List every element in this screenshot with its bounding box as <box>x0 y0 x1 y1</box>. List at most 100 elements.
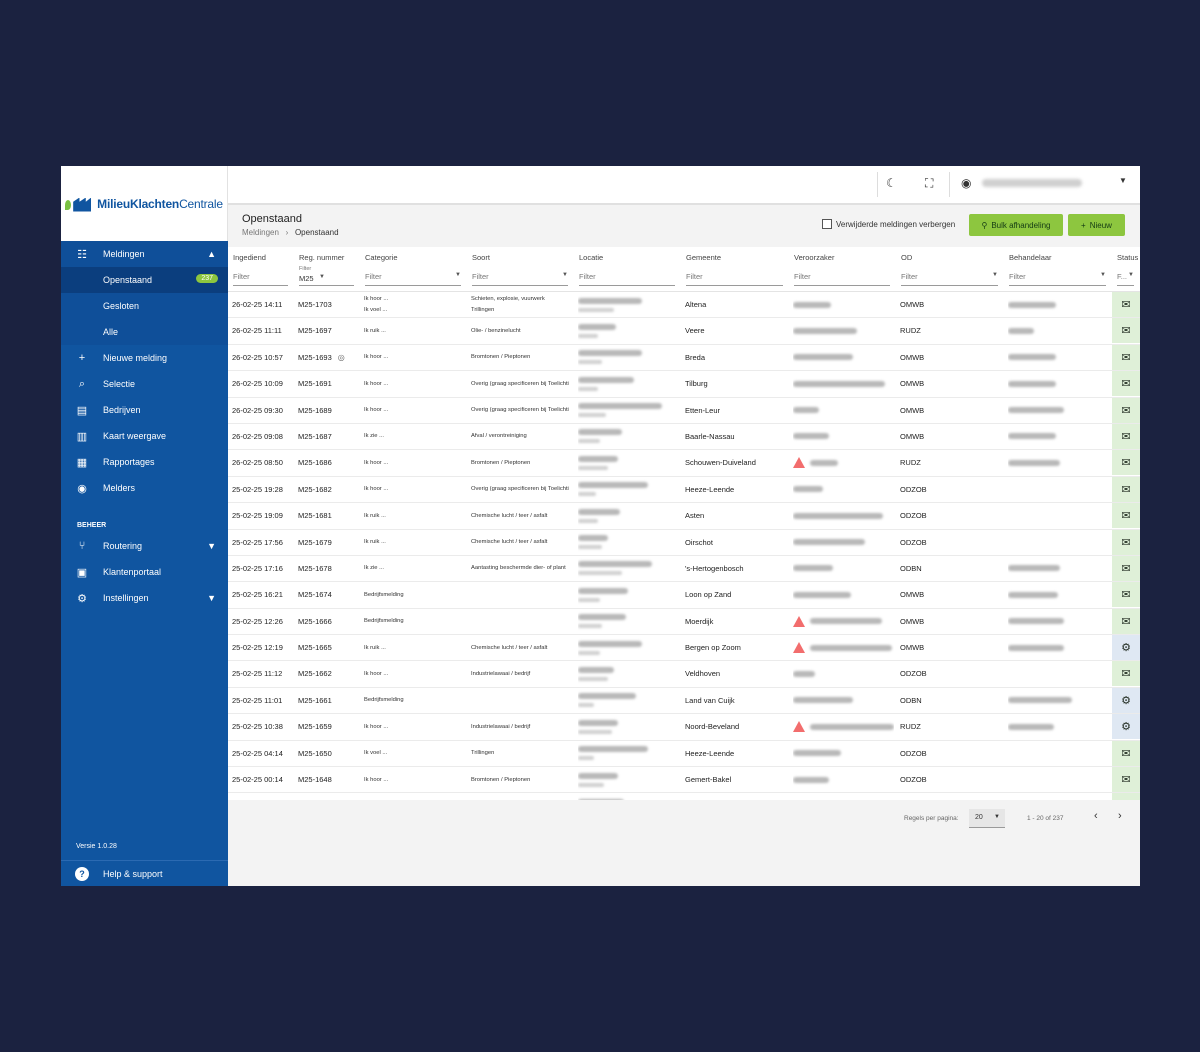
bulk-afhandeling-button[interactable]: ⚲ Bulk afhandeling <box>969 214 1063 236</box>
filter-placeholder[interactable]: Filter <box>901 272 918 281</box>
table-row[interactable]: 26-02-25 09:08 M25-1687 Ik zie ... Afval / … <box>228 423 1140 451</box>
column-header-categorie[interactable]: Categorie Filter ▼ <box>360 247 467 291</box>
column-label[interactable]: Categorie <box>365 253 398 262</box>
filter-placeholder[interactable]: F... <box>1117 272 1128 281</box>
mail-check-icon[interactable]: ✉ <box>1112 371 1140 397</box>
table-row[interactable]: 25-02-25 12:19 M25-1665 Ik ruik ... Chemisc… <box>228 635 1140 662</box>
sidebar-sub-openstaand[interactable]: Openstaand 237 <box>61 267 228 293</box>
mail-check-icon[interactable]: ✉ <box>1112 292 1140 317</box>
dark-mode-icon[interactable]: ☾ <box>886 176 897 190</box>
column-header-veroorzaker[interactable]: Veroorzaker Filter <box>789 247 896 291</box>
column-label[interactable]: Gemeente <box>686 253 722 262</box>
table-row[interactable]: 26-02-25 11:11 M25-1697 Ik ruik ... Olie- /… <box>228 318 1140 345</box>
column-label[interactable]: OD <box>901 253 913 262</box>
sidebar-item-routering[interactable]: ⑂ Routering ▼ <box>61 533 228 559</box>
column-label[interactable]: Behandelaar <box>1009 253 1052 262</box>
filter-placeholder[interactable]: Filter <box>1009 272 1026 281</box>
mail-check-icon[interactable]: ✉ <box>1112 767 1140 793</box>
chevron-up-icon[interactable]: ▲ <box>207 249 216 259</box>
sidebar-sub-alle[interactable]: Alle <box>61 319 228 345</box>
chevron-down-icon[interactable]: ▼ <box>455 272 461 278</box>
table-row[interactable]: 26-02-25 14:11 M25-1703 Ik hoor ... Ik voel… <box>228 292 1140 319</box>
column-filter-behandelaar[interactable]: Filter ▼ <box>1009 269 1106 286</box>
breadcrumb-item[interactable]: Meldingen <box>242 228 279 237</box>
checkbox[interactable] <box>822 219 832 229</box>
eye-icon[interactable]: ◎ <box>337 352 345 362</box>
column-label[interactable]: Reg. nummer <box>299 253 345 262</box>
table-row[interactable]: 25-02-25 17:56 M25-1679 Ik ruik ... Chemisc… <box>228 529 1140 556</box>
column-label[interactable]: Locatie <box>579 253 604 262</box>
open-mail-icon[interactable]: ✉ <box>1112 608 1140 634</box>
table-row[interactable]: 25-02-25 11:12 M25-1662 Ik hoor ... Industr… <box>228 661 1140 688</box>
column-filter-od[interactable]: Filter ▼ <box>901 269 998 286</box>
column-header-gemeente[interactable]: Gemeente Filter <box>681 247 789 291</box>
column-header-soort[interactable]: Soort Filter ▼ <box>467 247 574 291</box>
table-row[interactable]: 26-02-25 10:57 M25-1693 ◎ Ik hoor ... Bromto… <box>228 344 1140 372</box>
table-row[interactable]: 25-02-25 19:28 M25-1682 Ik hoor ... Overig … <box>228 476 1140 504</box>
chevron-down-icon[interactable]: ▼ <box>319 274 325 280</box>
column-header-ingediend[interactable]: Ingediend Filter <box>228 247 294 291</box>
column-filter-veroorzaker[interactable]: Filter <box>794 269 890 286</box>
table-row[interactable]: 26-02-25 08:50 M25-1686 Ik hoor ... Bromton… <box>228 450 1140 477</box>
chevron-down-icon[interactable]: ▼ <box>1119 176 1127 185</box>
filter-placeholder[interactable]: Filter <box>579 272 596 281</box>
mail-check-icon[interactable]: ✉ <box>1112 318 1140 344</box>
column-header-status[interactable]: Status F... ▼ <box>1112 247 1140 291</box>
sidebar-item-nieuwe-melding[interactable]: + Nieuwe melding <box>61 345 228 371</box>
column-label[interactable]: Status <box>1117 253 1139 262</box>
table-row[interactable]: 25-02-25 10:38 M25-1659 Ik hoor ... Industr… <box>228 714 1140 741</box>
column-filter-gemeente[interactable]: Filter <box>686 269 783 286</box>
gear-icon[interactable]: ⚙ <box>1112 687 1140 713</box>
sidebar-item-instellingen[interactable]: ⚙ Instellingen ▼ <box>61 585 228 611</box>
account-icon[interactable]: ◉ <box>961 176 972 190</box>
mail-check-icon[interactable]: ✉ <box>1112 661 1140 687</box>
next-page-icon[interactable]: › <box>1118 810 1122 822</box>
chevron-down-icon[interactable]: ▼ <box>1128 272 1134 278</box>
column-filter-ingediend[interactable]: Filter <box>233 269 288 286</box>
mail-check-icon[interactable]: ✉ <box>1112 555 1140 581</box>
column-header-reg-nummer[interactable]: Reg. nummer Filter M25 ▼ <box>294 247 360 291</box>
mail-check-icon[interactable]: ✉ <box>1112 450 1140 476</box>
rows-per-page-select[interactable]: 20 ▼ <box>969 809 1005 828</box>
sidebar-item-kaart-weergave[interactable]: ▥ Kaart weergave <box>61 423 228 449</box>
column-label[interactable]: Ingediend <box>233 253 266 262</box>
mail-check-icon[interactable]: ✉ <box>1112 397 1140 423</box>
filter-placeholder[interactable]: Filter <box>686 272 703 281</box>
gear-icon[interactable]: ⚙ <box>1112 635 1140 661</box>
column-header-behandelaar[interactable]: Behandelaar Filter ▼ <box>1004 247 1112 291</box>
table-row[interactable]: 26-02-25 10:09 M25-1691 Ik hoor ... Overig … <box>228 371 1140 398</box>
fullscreen-icon[interactable]: ⛶ <box>925 176 934 190</box>
column-filter-status[interactable]: F... ▼ <box>1117 269 1134 286</box>
mail-check-icon[interactable]: ✉ <box>1112 582 1140 608</box>
prev-page-icon[interactable]: ‹ <box>1094 810 1098 822</box>
table-row[interactable]: 25-02-25 12:26 M25-1666 Bedrijfsmelding Moe… <box>228 608 1140 636</box>
sidebar-item-selectie[interactable]: ⌕ Selectie <box>61 371 228 397</box>
table-row[interactable]: 25-02-25 11:01 M25-1661 Bedrijfsmelding Lan… <box>228 687 1140 715</box>
chevron-down-icon[interactable]: ▼ <box>207 541 216 551</box>
column-label[interactable]: Veroorzaker <box>794 253 835 262</box>
user-name[interactable] <box>982 179 1082 187</box>
new-button[interactable]: + Nieuw <box>1068 214 1125 236</box>
column-header-locatie[interactable]: Locatie Filter <box>574 247 681 291</box>
mail-check-icon[interactable]: ✉ <box>1112 529 1140 555</box>
mail-check-icon[interactable]: ✉ <box>1112 503 1140 529</box>
column-header-od[interactable]: OD Filter ▼ <box>896 247 1004 291</box>
mail-check-icon[interactable]: ✉ <box>1112 423 1140 449</box>
column-filter-soort[interactable]: Filter ▼ <box>472 269 568 286</box>
table-row[interactable]: 26-02-25 09:30 M25-1689 Ik hoor ... Overig … <box>228 397 1140 424</box>
mail-check-icon[interactable]: ✉ <box>1112 344 1140 370</box>
chevron-down-icon[interactable]: ▼ <box>1100 272 1106 278</box>
sidebar-item-rapportages[interactable]: ▦ Rapportages <box>61 449 228 475</box>
mail-check-icon[interactable]: ✉ <box>1112 740 1140 766</box>
table-row[interactable]: 25-02-25 19:09 M25-1681 Ik ruik ... Chemisc… <box>228 503 1140 530</box>
filter-placeholder[interactable]: Filter <box>233 272 250 281</box>
table-row[interactable]: 25-02-25 16:21 M25-1674 Bedrijfsmelding Loo… <box>228 582 1140 609</box>
column-filter-categorie[interactable]: Filter ▼ <box>365 269 461 286</box>
sidebar-item-bedrijven[interactable]: ▤ Bedrijven <box>61 397 228 423</box>
chevron-down-icon[interactable]: ▼ <box>207 593 216 603</box>
sidebar-item-meldingen[interactable]: ☷ Meldingen ▲ <box>61 241 228 267</box>
column-label[interactable]: Soort <box>472 253 490 262</box>
table-row[interactable]: 25-02-25 00:14 M25-1648 Ik hoor ... Bromton… <box>228 767 1140 794</box>
sidebar-item-melders[interactable]: ◉ Melders <box>61 475 228 501</box>
chevron-down-icon[interactable]: ▼ <box>992 272 998 278</box>
